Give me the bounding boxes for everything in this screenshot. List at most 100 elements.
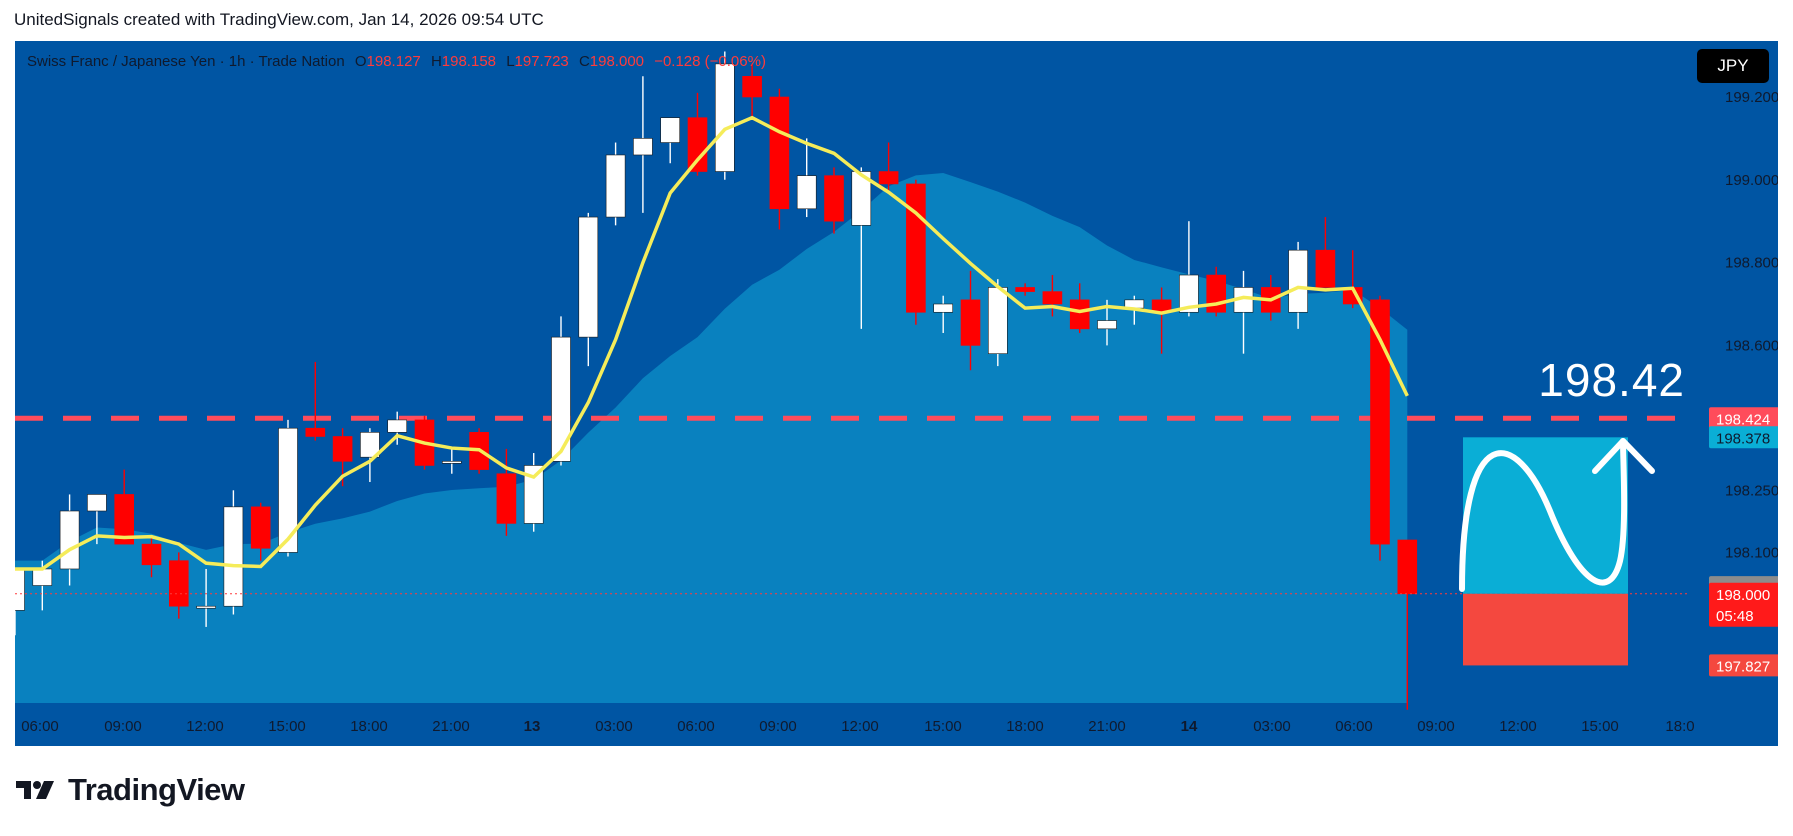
stop-price-label-bg [1709, 654, 1778, 677]
price-chart[interactable]: 198.42 199.200 199.000 198.800 198.600 198.25… [15, 41, 1778, 746]
chart-frame[interactable]: 198.42 199.200 199.000 198.800 198.600 198.25… [15, 41, 1778, 746]
candle-body [960, 299, 981, 346]
x-tick-label: 09:00 [1417, 718, 1455, 735]
symbol-label[interactable]: Swiss Franc / Japanese Yen · 1h · Trade … [27, 53, 345, 70]
candle-body [714, 63, 735, 172]
x-tick-label: 06:00 [677, 718, 715, 735]
open-label: O [354, 53, 367, 70]
candle-body [387, 419, 408, 433]
wave-drawing [1459, 438, 1628, 592]
chart-header: UnitedSignals created with TradingView.c… [14, 10, 544, 29]
candle-body [878, 171, 899, 185]
candle-body [1097, 320, 1117, 330]
candle-body [824, 175, 844, 222]
candle-body [278, 427, 298, 553]
price-axis-strip [1690, 41, 1778, 746]
close-label: C [578, 53, 590, 70]
candle-body [605, 154, 626, 218]
candle-body [59, 510, 80, 570]
candle-body [1315, 249, 1336, 288]
stop-price-label: 197.827 [1716, 658, 1770, 675]
y-tick-label: 199.000 [1725, 172, 1778, 189]
candle-body [141, 543, 162, 566]
candle-body [1206, 274, 1226, 313]
x-tick-label: 09:00 [104, 718, 142, 735]
candle-body [223, 506, 244, 607]
x-tick-label: 13 [524, 718, 541, 735]
high-value: 198.158 [441, 53, 497, 70]
x-tick-label: 15:00 [1581, 718, 1619, 735]
y-tick-label: 199.200 [1725, 89, 1778, 106]
candle-body [987, 287, 1008, 354]
x-tick-label: 12:00 [1499, 718, 1537, 735]
x-tick-label: 18:00 [350, 718, 388, 735]
candle-body [1042, 291, 1063, 305]
x-tick-label: 06:00 [1335, 718, 1373, 735]
candle-body [851, 171, 872, 226]
candle-body [1370, 299, 1390, 545]
stop-zone [1463, 593, 1628, 666]
close-value: 198.000 [589, 53, 645, 70]
change-value: −0.128 (−0.06%) [654, 53, 766, 70]
candle-body [196, 605, 216, 609]
ohlc-legend: Swiss Franc / Japanese Yen · 1h · Trade … [27, 53, 766, 70]
target-box-price-label-bg [1709, 426, 1778, 449]
x-tick-label: 12:00 [186, 718, 224, 735]
currency-badge[interactable]: JPY [1697, 49, 1769, 83]
target-box-price-label: 198.378 [1716, 430, 1770, 447]
y-tick-label: 198.250 [1725, 482, 1778, 499]
x-tick-label: 12:00 [841, 718, 879, 735]
tradingview-wordmark: TradingView [68, 772, 245, 807]
candle-body [305, 427, 326, 437]
x-tick-label: 14 [1181, 718, 1198, 735]
x-tick-label: 21:00 [1088, 718, 1126, 735]
y-tick-label: 198.800 [1725, 255, 1778, 272]
candle-body [551, 336, 571, 462]
candle-body [1288, 249, 1308, 313]
x-tick-label: 09:00 [759, 718, 797, 735]
candle-body [933, 303, 954, 313]
candle-body [360, 432, 380, 458]
ma-area-fill [15, 172, 1408, 704]
candle-body [633, 138, 653, 156]
low-label: L [506, 53, 515, 70]
candle-body [87, 494, 107, 512]
x-tick-label: 21:00 [432, 718, 470, 735]
x-tick-label: 15:00 [268, 718, 306, 735]
last-price-label: 198.000 [1716, 587, 1770, 604]
tradingview-logo[interactable]: TradingView [16, 772, 245, 808]
ma-line [15, 115, 1409, 571]
target-price-label-bg [1709, 407, 1778, 430]
open-value: 198.127 [366, 53, 421, 70]
candle-body [15, 568, 25, 611]
x-tick-label: 18:00 [1006, 718, 1044, 735]
target-price-label: 198.424 [1716, 411, 1770, 428]
candle-body [496, 473, 517, 524]
candle-body [1179, 274, 1199, 313]
candle-body [769, 96, 790, 210]
bar-countdown-label: 05:48 [1716, 608, 1754, 625]
candle-body [1069, 299, 1090, 330]
candle-body [687, 117, 708, 172]
arrow-drawing [1592, 438, 1655, 474]
tradingview-logo-icon [16, 781, 54, 799]
candle-body [114, 494, 134, 545]
low-value: 197.723 [514, 53, 569, 70]
last-price-badge-bg [1709, 582, 1778, 627]
target-annotation: 198.42 [1538, 354, 1685, 406]
time-axis-strip [15, 703, 1690, 746]
candle-body [169, 560, 189, 607]
candle-body [332, 436, 353, 462]
candle-body [578, 216, 599, 338]
high-label: H [430, 53, 442, 70]
candle-body [742, 75, 762, 98]
x-tick-label: 03:00 [595, 718, 633, 735]
y-tick-label: 198.600 [1725, 337, 1778, 354]
candle-body [906, 183, 926, 313]
x-tick-label: 15:00 [924, 718, 962, 735]
x-tick-label: 06:00 [21, 718, 59, 735]
candle-body [1397, 539, 1418, 595]
candle-body [441, 461, 462, 464]
candle-body [796, 175, 817, 210]
x-tick-label: 03:00 [1253, 718, 1291, 735]
